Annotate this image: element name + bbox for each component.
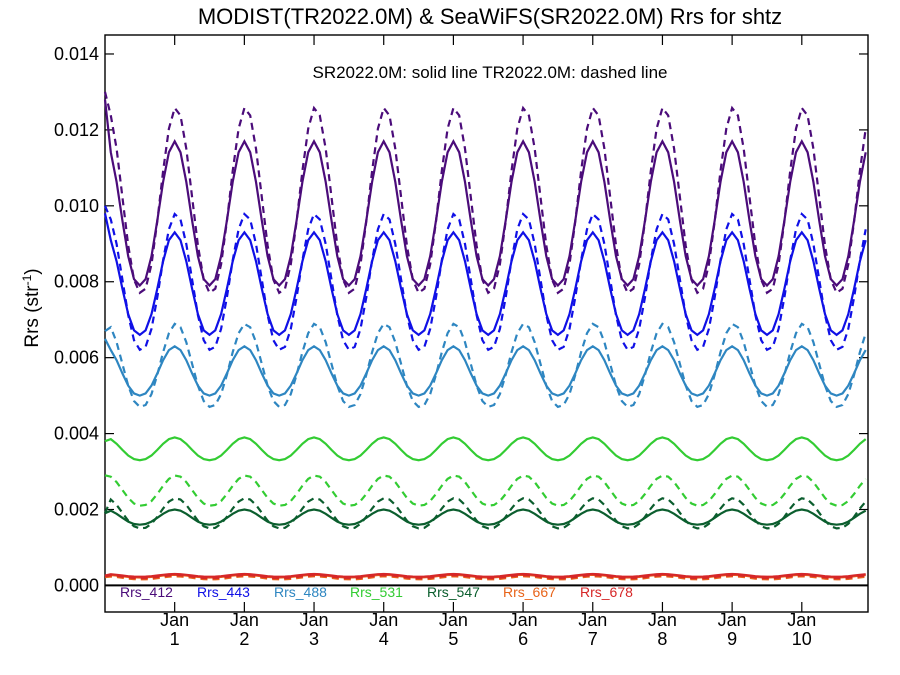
- y-tick-label: 0.010: [54, 196, 99, 216]
- legend-entry-rrs-678: Rrs_678: [580, 584, 633, 600]
- y-axis-label-text: Rrs (str: [22, 285, 43, 348]
- x-tick-label-year: 2: [239, 629, 249, 649]
- legend-entry-rrs-531: Rrs_531: [350, 584, 403, 600]
- rrs-412-dashed-line: [103, 91, 867, 295]
- x-axis-ticks: Jan1Jan2Jan3Jan4Jan5Jan6Jan7Jan8Jan9Jan1…: [160, 35, 816, 649]
- x-tick-label-year: 3: [309, 629, 319, 649]
- x-tick-label-month: Jan: [369, 610, 398, 630]
- x-tick-label-year: 1: [170, 629, 180, 649]
- x-tick-label-year: 7: [588, 629, 598, 649]
- legend-entry-rrs-412: Rrs_412: [120, 584, 173, 600]
- rrs-667-dashed-line: [104, 575, 866, 581]
- x-tick-label-year: 10: [792, 629, 812, 649]
- rrs-531-dashed-line: [104, 474, 867, 507]
- x-tick-label-month: Jan: [300, 610, 329, 630]
- y-tick-label: 0.006: [54, 348, 99, 368]
- x-tick-label-month: Jan: [648, 610, 677, 630]
- y-tick-label: 0.004: [54, 424, 99, 444]
- rrs-488-solid-line: [104, 338, 867, 397]
- rrs-443-dashed-line: [103, 205, 867, 352]
- y-tick-label: 0.014: [54, 44, 99, 64]
- rrs-443-solid-line: [103, 213, 867, 337]
- y-axis-label: Rrs (str-1): [20, 268, 43, 347]
- legend-entry-rrs-667: Rrs_667: [503, 584, 556, 600]
- legend-entry-rrs-488: Rrs_488: [274, 584, 327, 600]
- x-tick-label-year: 6: [518, 629, 528, 649]
- y-axis-label-superscript: -1: [20, 274, 34, 285]
- x-tick-label-month: Jan: [718, 610, 747, 630]
- x-tick-label-year: 8: [657, 629, 667, 649]
- rrs-488-dashed-line: [104, 322, 867, 409]
- svg-text:Rrs (str-1): Rrs (str-1): [20, 268, 43, 347]
- chart-title: MODIST(TR2022.0M) & SeaWiFS(SR2022.0M) R…: [198, 4, 782, 29]
- rrs-531-solid-line: [104, 436, 867, 462]
- y-tick-label: 0.000: [54, 575, 99, 595]
- x-tick-label-year: 4: [379, 629, 389, 649]
- x-tick-label-month: Jan: [578, 610, 607, 630]
- x-tick-label-month: Jan: [509, 610, 538, 630]
- plot-frame: [104, 34, 869, 613]
- x-tick-label-year: 9: [727, 629, 737, 649]
- x-tick-label-month: Jan: [160, 610, 189, 630]
- legend: Rrs_412 Rrs_443 Rrs_488 Rrs_531 Rrs_547 Rrs_6…: [120, 584, 633, 600]
- legend-entry-rrs-547: Rrs_547: [427, 584, 480, 600]
- y-tick-label: 0.012: [54, 120, 99, 140]
- rrs-547-dashed-line: [103, 497, 867, 530]
- rrs-547-solid-line: [104, 508, 867, 526]
- rrs-678-dashed-line: [104, 574, 866, 580]
- x-tick-label-year: 5: [448, 629, 458, 649]
- y-tick-label: 0.002: [54, 500, 99, 520]
- rrs-412-solid-line: [103, 99, 867, 288]
- x-tick-label-month: Jan: [787, 610, 816, 630]
- y-tick-label: 0.008: [54, 272, 99, 292]
- legend-entry-rrs-443: Rrs_443: [197, 584, 250, 600]
- series-lines: [103, 91, 867, 581]
- x-tick-label-month: Jan: [439, 610, 468, 630]
- line-style-note: SR2022.0M: solid line TR2022.0M: dashed …: [312, 63, 667, 82]
- x-tick-label-month: Jan: [230, 610, 259, 630]
- y-axis-label-close: ): [22, 268, 43, 274]
- y-axis-ticks: 0.000 0.002 0.004 0.006 0.008 0.010 0.012 0.014: [54, 44, 868, 595]
